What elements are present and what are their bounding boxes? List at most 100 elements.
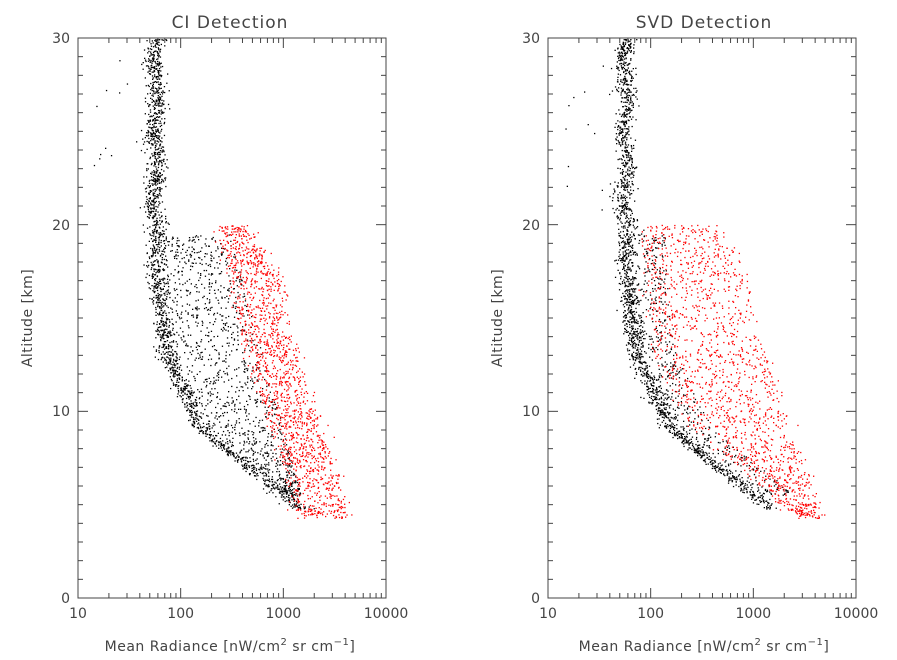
- scatter-point: [152, 265, 154, 267]
- scatter-point: [184, 406, 186, 408]
- scatter-point: [276, 354, 278, 356]
- scatter-point: [287, 337, 289, 340]
- scatter-point: [209, 401, 211, 403]
- scatter-point: [191, 424, 193, 427]
- scatter-point: [235, 420, 238, 422]
- scatter-point: [264, 395, 266, 397]
- scatter-point: [206, 414, 208, 417]
- scatter-point: [231, 291, 233, 293]
- scatter-point: [158, 189, 160, 191]
- scatter-point: [227, 430, 229, 432]
- scatter-point: [290, 477, 292, 479]
- scatter-point: [171, 318, 173, 320]
- scatter-point: [270, 441, 272, 443]
- scatter-point: [241, 279, 243, 281]
- scatter-point: [169, 279, 171, 281]
- scatter-point: [160, 62, 162, 64]
- scatter-point: [288, 453, 290, 455]
- scatter-point: [163, 263, 166, 265]
- scatter-point: [158, 72, 160, 74]
- scatter-point: [163, 233, 166, 235]
- scatter-point: [291, 496, 293, 498]
- scatter-point: [166, 159, 168, 161]
- scatter-point: [270, 401, 273, 403]
- scatter-point: [628, 307, 630, 309]
- scatter-point: [189, 269, 192, 271]
- scatter-point: [283, 443, 285, 446]
- scatter-point: [285, 453, 287, 455]
- scatter-point: [215, 412, 218, 414]
- scatter-point: [163, 285, 165, 287]
- scatter-point: [312, 469, 315, 471]
- scatter-point: [153, 165, 155, 167]
- scatter-point: [155, 130, 157, 132]
- scatter-point: [314, 458, 317, 460]
- scatter-point: [237, 251, 239, 253]
- scatter-point: [160, 91, 163, 93]
- scatter-point: [244, 368, 246, 370]
- scatter-point: [215, 445, 218, 447]
- scatter-point: [169, 359, 172, 361]
- scatter-point: [281, 433, 283, 436]
- scatter-point: [236, 386, 238, 389]
- scatter-point: [233, 271, 235, 273]
- scatter-point: [259, 307, 262, 310]
- scatter-point: [208, 282, 211, 284]
- scatter-point: [260, 261, 262, 263]
- scatter-point: [214, 424, 216, 426]
- scatter-point: [159, 235, 161, 237]
- scatter-point: [181, 379, 184, 381]
- scatter-point: [244, 300, 247, 302]
- scatter-point: [204, 348, 206, 350]
- scatter-point: [160, 122, 162, 124]
- scatter-point: [110, 155, 113, 157]
- scatter-point: [256, 325, 258, 327]
- scatter-point: [296, 476, 298, 479]
- scatter-point: [278, 283, 281, 286]
- scatter-point: [153, 133, 155, 135]
- scatter-point: [148, 211, 151, 213]
- scatter-point: [160, 288, 162, 290]
- scatter-point: [178, 239, 180, 242]
- scatter-point: [207, 358, 210, 361]
- scatter-point: [281, 416, 283, 419]
- scatter-point: [277, 405, 279, 407]
- scatter-point: [209, 435, 212, 437]
- scatter-point: [265, 318, 267, 320]
- scatter-point: [188, 327, 190, 329]
- scatter-point: [159, 105, 161, 107]
- scatter-point: [260, 373, 262, 375]
- scatter-point: [332, 514, 335, 517]
- scatter-point: [161, 137, 163, 139]
- scatter-point: [620, 80, 622, 83]
- scatter-point: [302, 451, 304, 453]
- scatter-point: [158, 78, 160, 80]
- scatter-point: [189, 411, 191, 413]
- scatter-point: [279, 464, 281, 466]
- scatter-point: [165, 362, 167, 364]
- scatter-point: [303, 512, 305, 515]
- scatter-point: [162, 279, 164, 282]
- scatter-point: [198, 279, 200, 282]
- scatter-point: [624, 276, 626, 278]
- scatter-point: [148, 256, 150, 258]
- scatter-point: [151, 179, 154, 182]
- scatter-point: [153, 178, 155, 181]
- scatter-point: [238, 318, 240, 320]
- scatter-point: [228, 315, 230, 318]
- chart-title: CI Detection: [172, 13, 289, 33]
- scatter-point: [164, 359, 166, 361]
- scatter-point: [684, 436, 686, 438]
- scatter-point: [187, 313, 189, 315]
- scatter-point: [158, 237, 160, 239]
- scatter-point: [260, 310, 263, 312]
- scatter-point: [225, 425, 227, 427]
- scatter-point: [163, 121, 166, 124]
- scatter-point: [151, 277, 154, 279]
- scatter-point: [255, 265, 257, 267]
- scatter-point: [620, 56, 622, 58]
- scatter-point: [268, 278, 270, 280]
- scatter-point: [209, 289, 211, 291]
- scatter-point: [281, 297, 283, 299]
- scatter-point: [228, 345, 230, 347]
